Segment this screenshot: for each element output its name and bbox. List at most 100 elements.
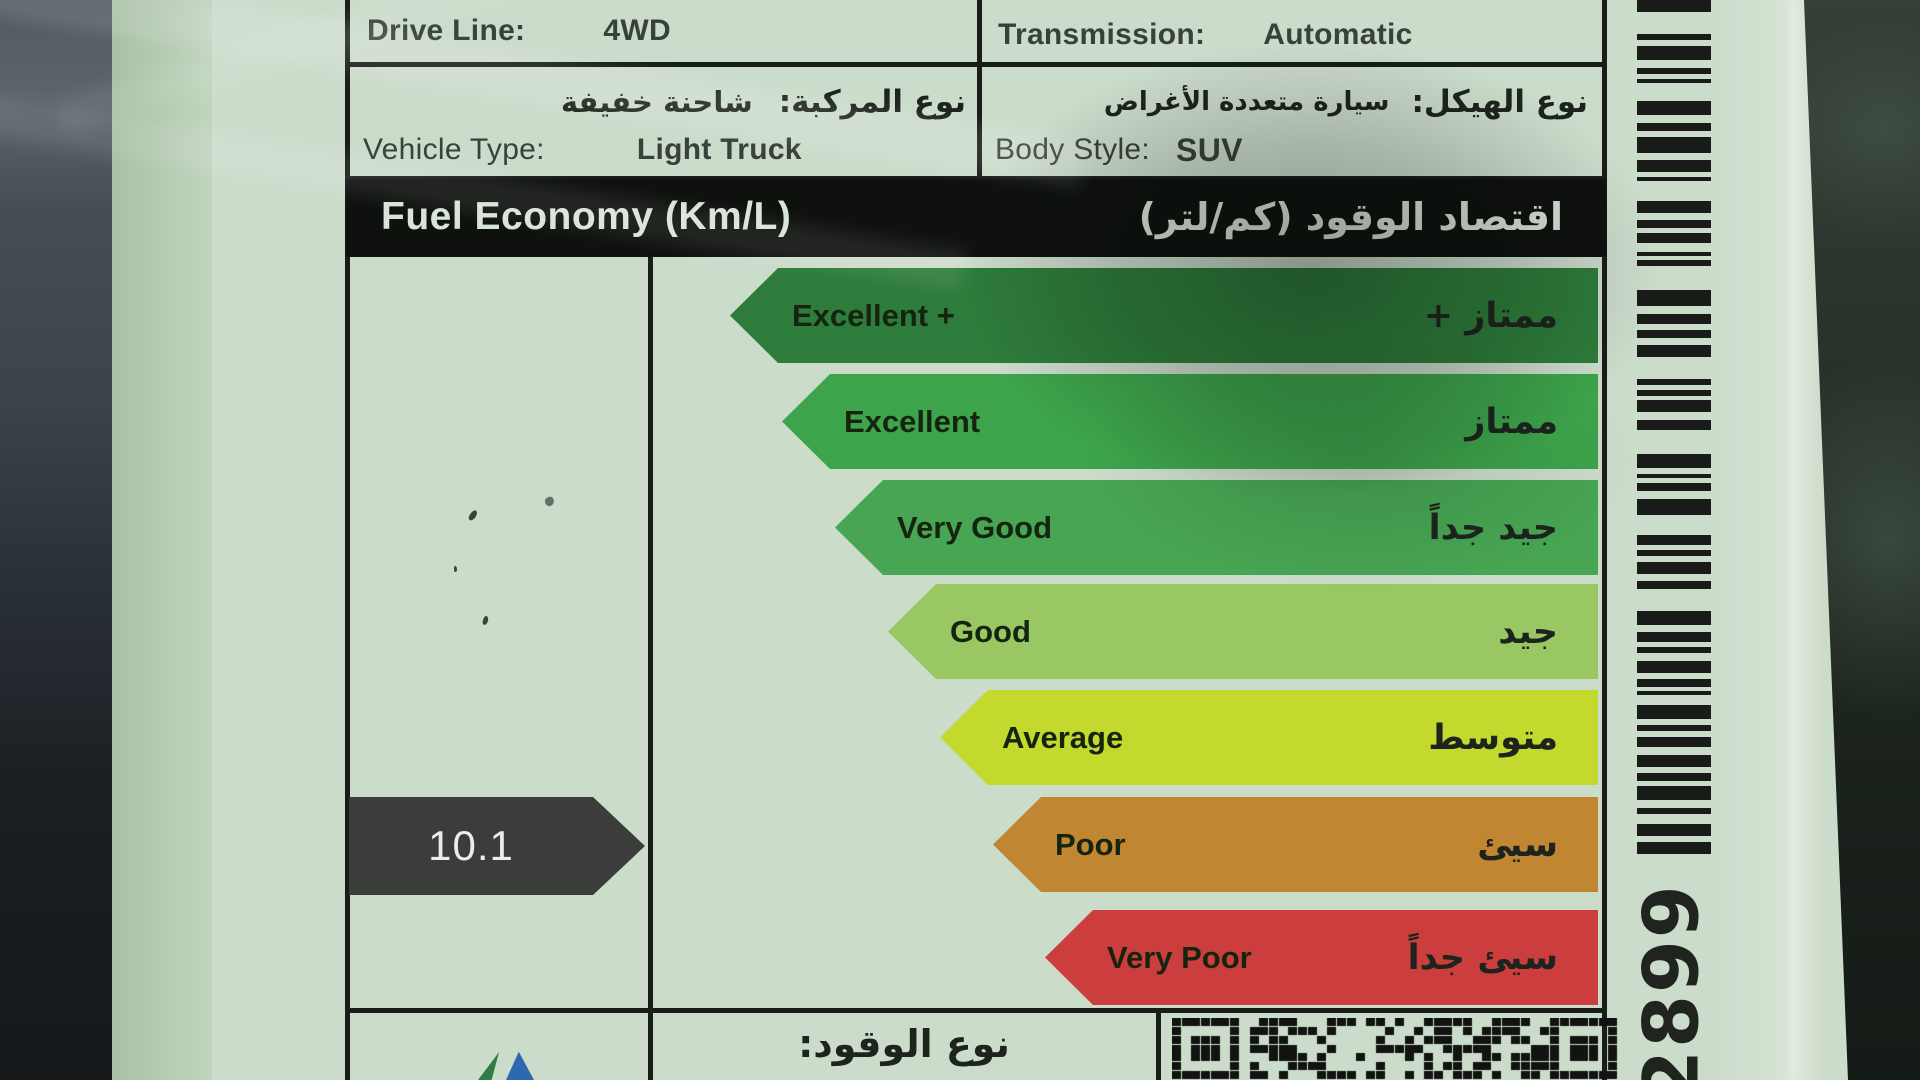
drive-line-label: Drive Line:: [367, 14, 526, 47]
fuel-economy-title-en: Fuel Economy (Km/L): [381, 194, 792, 238]
rating-label-ar: متوسط: [1428, 717, 1558, 758]
barcode-bar: [1637, 755, 1711, 767]
body-style-label-en: Body Style:: [995, 133, 1151, 166]
rating-label-ar: ممتاز +: [1423, 295, 1558, 336]
barcode-bar: [1637, 842, 1711, 854]
barcode-bar: [1637, 137, 1711, 153]
rating-label-en: Very Poor: [1107, 939, 1252, 975]
qr-code-icon: [1172, 1018, 1618, 1080]
body-style-value-en: SUV: [1176, 131, 1243, 168]
barcode-bar: [1637, 260, 1711, 266]
barcode-bar: [1637, 454, 1711, 468]
barcode-bar: [1637, 233, 1711, 243]
rating-label-ar: ممتاز: [1465, 401, 1558, 442]
vehicle-type-label-en: Vehicle Type:: [363, 133, 545, 166]
vehicle-type-label-ar: نوع المركبة:: [778, 84, 966, 120]
rating-label-ar: سيئ: [1477, 824, 1558, 865]
barcode-bar: [1637, 483, 1711, 491]
rating-label-en: Excellent: [844, 403, 981, 439]
rating-label-en: Very Good: [897, 509, 1053, 545]
fuel-economy-title-ar: اقتصاد الوقود (كم/لتر): [1138, 194, 1563, 239]
barcode-bar: [1637, 679, 1711, 687]
barcode-bar: [1637, 786, 1711, 800]
transmission-row: Transmission: Automatic: [998, 8, 1413, 62]
barcode-bar: [1637, 46, 1711, 60]
rating-arrow-excellent: Excellent + ممتاز +: [730, 268, 1598, 363]
vehicle-type-arabic: نوع المركبة: شاحنة خفيفة: [360, 76, 966, 128]
barcode-bar: [1637, 379, 1711, 385]
dust-speck: [543, 495, 556, 508]
barcode-bar: [1637, 68, 1711, 74]
barcode-bar: [1637, 691, 1711, 695]
windshield-dark-left: [0, 0, 118, 1080]
table-divider-qr: [1156, 1008, 1161, 1080]
barcode-icon: [1637, 0, 1711, 876]
barcode-bar: [1637, 34, 1711, 40]
table-row1-border: [345, 62, 1607, 67]
fuel-economy-pointer-arrow: 10.1: [349, 797, 645, 895]
barcode-bar: [1637, 345, 1711, 357]
barcode-bar: [1637, 725, 1711, 731]
barcode-bar: [1637, 160, 1711, 172]
drive-line-value: 4WD: [603, 14, 671, 47]
barcode-bar: [1637, 581, 1711, 589]
body-style-english: Body Style: SUV: [995, 126, 1243, 174]
barcode-bar: [1637, 824, 1711, 836]
energy-efficiency-logo-icon: [478, 1050, 538, 1080]
barcode-bar: [1637, 647, 1711, 653]
barcode-bar: [1637, 177, 1711, 181]
barcode-bar: [1637, 390, 1711, 396]
rating-arrow-very-good: Very Good جيد جداً: [835, 480, 1598, 575]
rating-label-en: Excellent +: [792, 297, 955, 333]
rating-label-en: Good: [950, 613, 1031, 649]
barcode-bar: [1637, 220, 1711, 228]
rating-label-en: Poor: [1055, 826, 1126, 862]
logo-leaf-green: [478, 1052, 500, 1080]
transmission-label: Transmission:: [998, 18, 1206, 51]
barcode-bar: [1637, 314, 1711, 324]
transmission-value: Automatic: [1263, 18, 1413, 51]
barcode-bar: [1637, 330, 1711, 338]
table-divider-left-column: [648, 257, 653, 1080]
rating-label-ar: سيئ جداً: [1407, 937, 1558, 978]
serial-number: 2899: [1626, 883, 1716, 1080]
barcode-bar: [1637, 201, 1711, 213]
barcode-bar: [1637, 101, 1711, 115]
barcode-bar: [1637, 611, 1711, 625]
logo-leaf-blue: [506, 1051, 534, 1080]
barcode-bar: [1637, 535, 1711, 545]
barcode-bar: [1637, 550, 1711, 556]
body-style-label-ar: نوع الهيكل:: [1411, 84, 1588, 120]
barcode-bar: [1637, 0, 1711, 12]
barcode-bar: [1637, 290, 1711, 306]
rating-label-ar: جيد: [1498, 611, 1558, 652]
dust-speck: [481, 615, 490, 626]
vehicle-type-english: Vehicle Type: Light Truck: [363, 126, 802, 174]
barcode-bar: [1637, 562, 1711, 574]
rating-arrow-poor: Poor سيئ: [993, 797, 1598, 892]
rating-arrow-average: Average متوسط: [940, 690, 1598, 785]
serial-number-vertical: 2899: [1618, 883, 1724, 1080]
rating-label-ar: جيد جداً: [1428, 507, 1558, 548]
barcode-bar: [1637, 499, 1711, 515]
barcode-bar: [1637, 420, 1711, 430]
sticker-left-margin: [112, 0, 212, 1080]
barcode-bar: [1637, 632, 1711, 642]
barcode-bar: [1637, 737, 1711, 747]
drive-line-row: Drive Line: 4WD: [367, 4, 671, 58]
barcode-bar: [1637, 123, 1711, 131]
rating-arrow-good: Good جيد: [888, 584, 1598, 679]
barcode-bar: [1637, 400, 1711, 412]
table-border-right: [1602, 0, 1607, 1080]
table-footer-border: [345, 1008, 1607, 1013]
dust-speck: [454, 566, 457, 572]
barcode-bar: [1637, 474, 1711, 478]
vehicle-type-value-ar: شاحنة خفيفة: [560, 85, 753, 119]
table-divider-top: [977, 0, 982, 176]
rating-arrow-very-poor: Very Poor سيئ جداً: [1045, 910, 1598, 1005]
sticker-right-margin: [1712, 0, 1822, 1080]
barcode-bar: [1637, 661, 1711, 673]
windshield-dark-right: [1804, 0, 1920, 1080]
barcode-bar: [1637, 252, 1711, 256]
